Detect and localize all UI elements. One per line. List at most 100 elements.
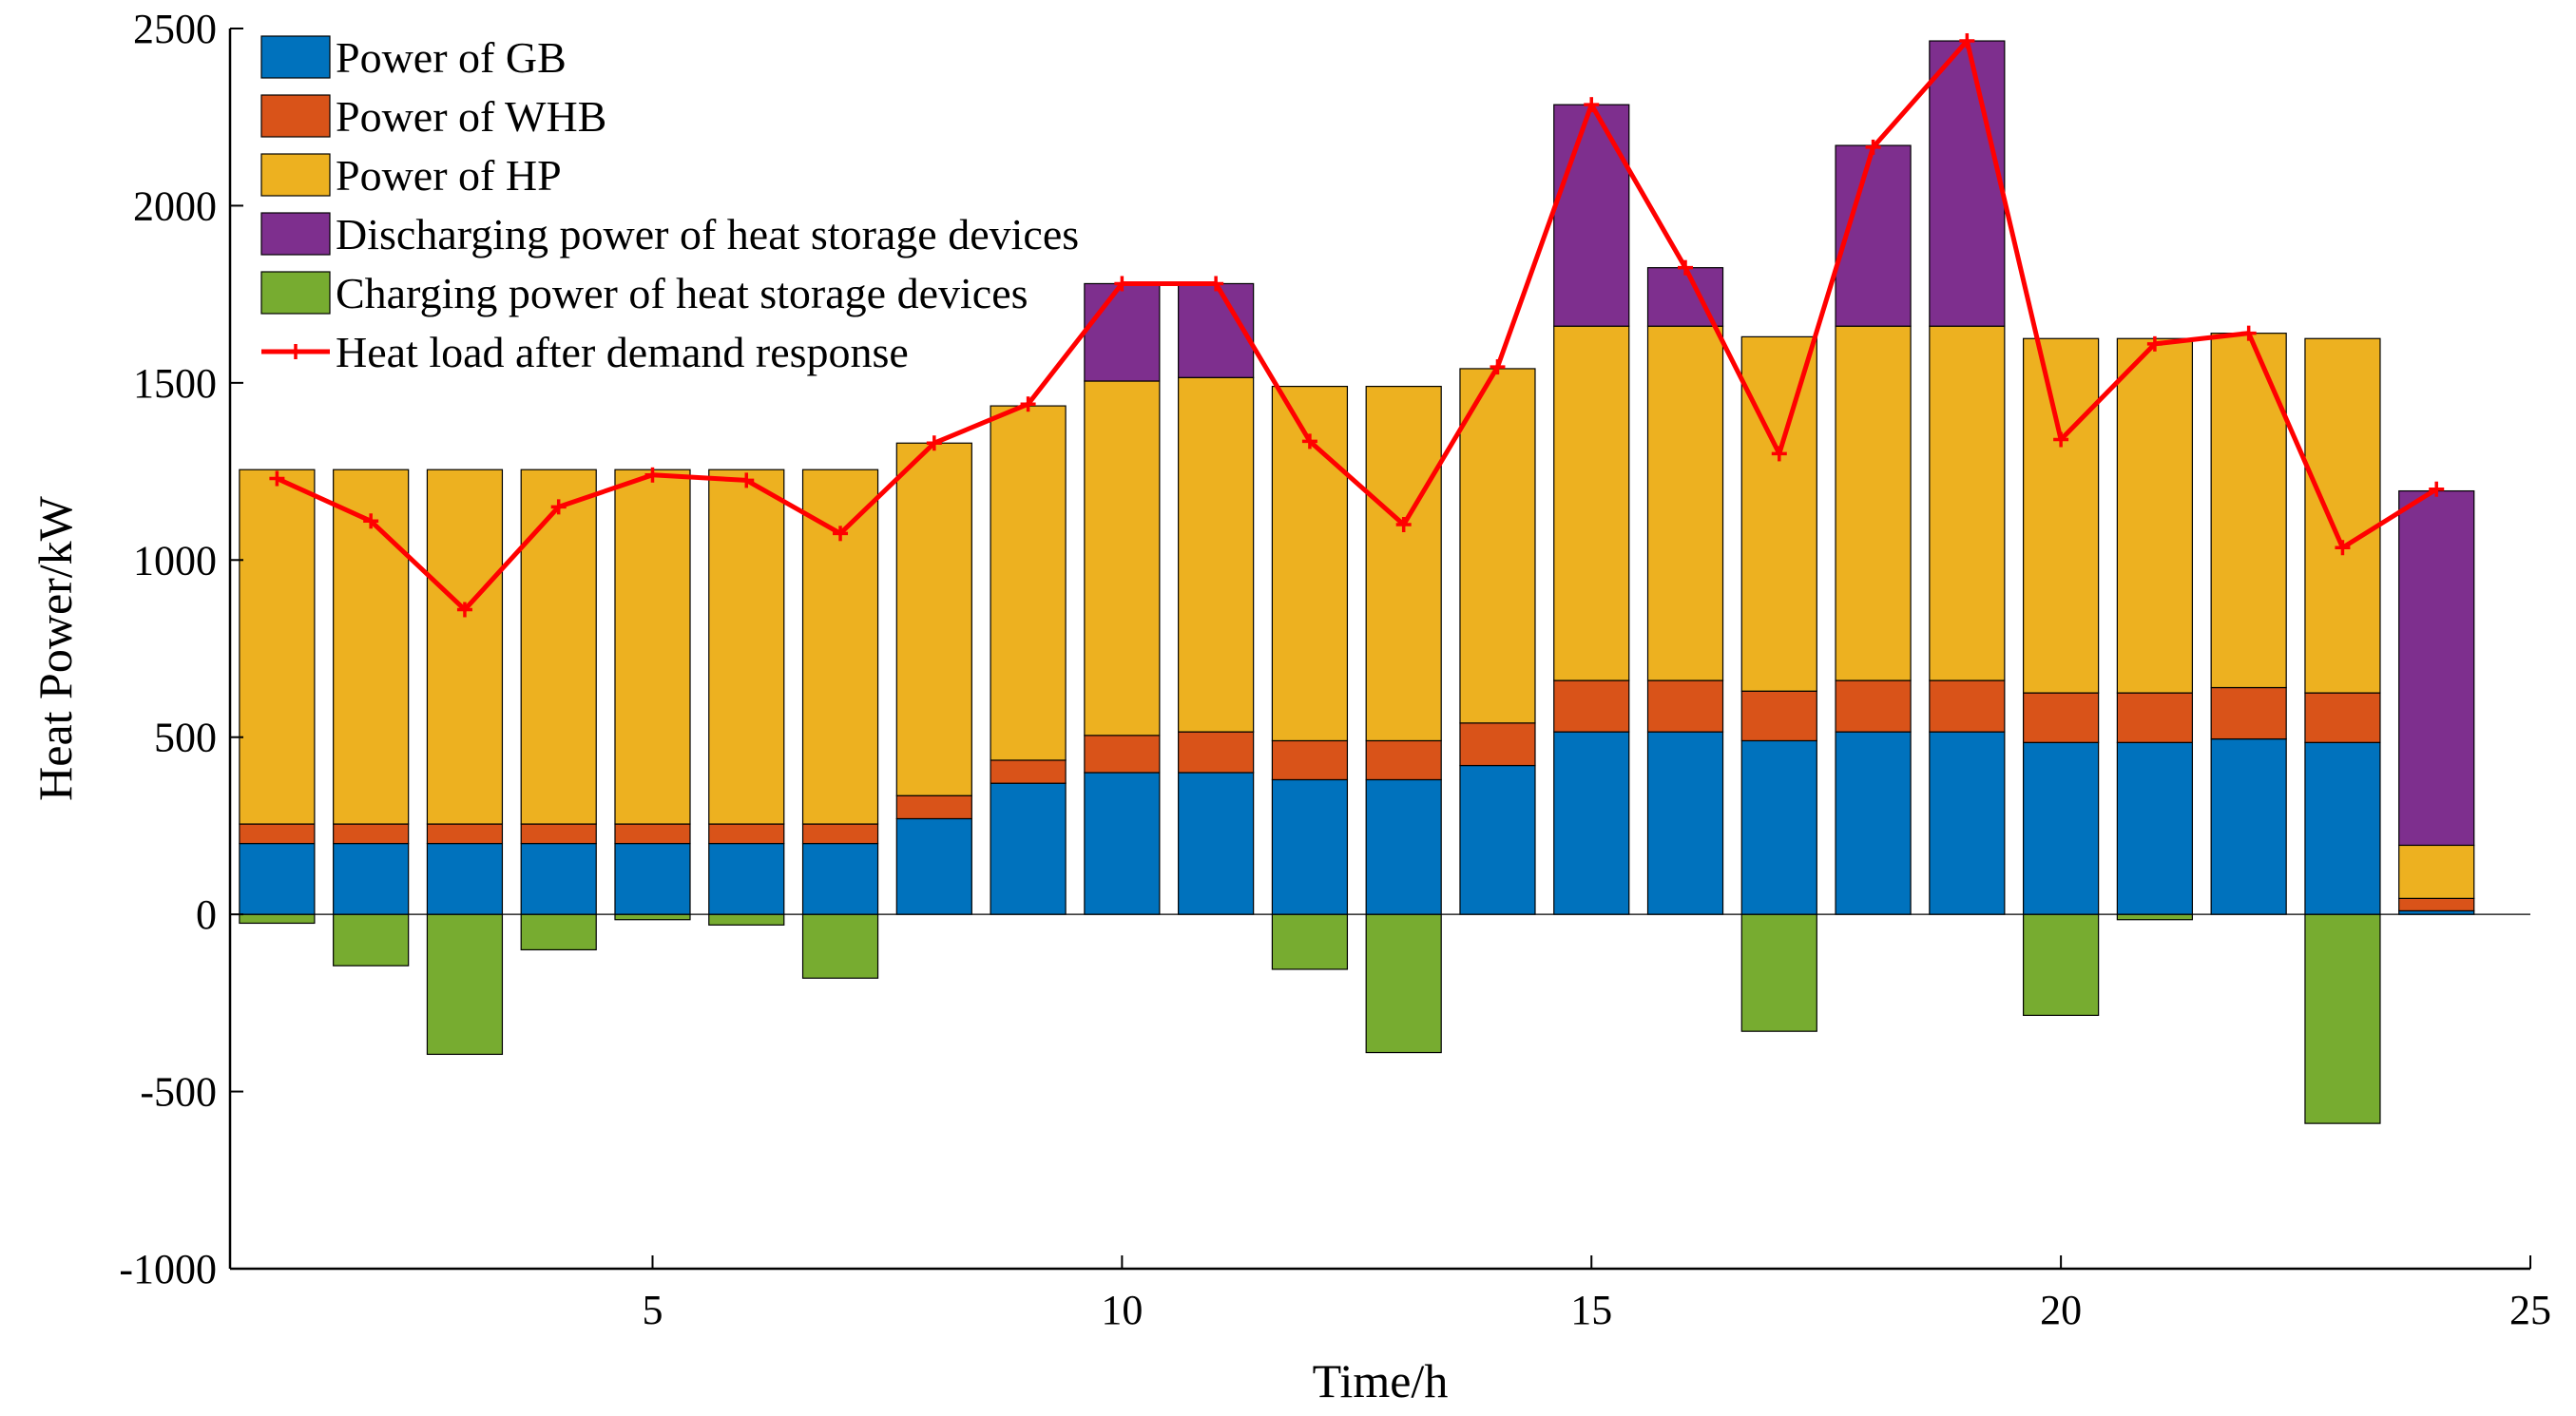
bar-s3-t22 (2210, 333, 2287, 689)
bar-s2-t21 (2116, 692, 2194, 743)
bar-s1-t12 (1271, 778, 1349, 915)
bar-s2-t22 (2210, 686, 2287, 740)
bar-s3-t10 (1084, 380, 1161, 737)
bar-s3-t5 (614, 469, 691, 825)
bar-s1-t5 (614, 842, 691, 915)
heat-load-point-t14 (1490, 359, 1506, 375)
bar-s2-t10 (1084, 735, 1161, 774)
bar-s2-t9 (990, 759, 1067, 784)
bar-s5-t21 (2116, 913, 2194, 921)
bar-s1-t16 (1646, 731, 1724, 915)
bar-s2-t3 (426, 823, 504, 845)
heat-load-point-t11 (1208, 276, 1224, 292)
bar-s2-t8 (895, 794, 972, 820)
bar-s2-t18 (1835, 679, 1912, 733)
bar-s3-t1 (239, 469, 316, 825)
legend-swatch (260, 35, 331, 79)
heat-load-point-t9 (1020, 396, 1036, 412)
bar-s3-t9 (990, 405, 1067, 761)
bar-s5-t20 (2023, 913, 2100, 1017)
bar-s2-t5 (614, 823, 691, 845)
bar-s4-t24 (2398, 489, 2475, 847)
legend-item-1: Power of GB (260, 33, 567, 82)
bar-s2-t15 (1553, 679, 1630, 733)
bar-s3-t14 (1459, 368, 1536, 724)
bar-s5-t2 (333, 913, 410, 966)
legend-label: Power of GB (336, 33, 567, 82)
heat-load-line (276, 38, 2438, 612)
legend-label: Power of HP (336, 151, 562, 200)
bar-s2-t13 (1365, 739, 1442, 781)
heat-load-point-t7 (833, 526, 849, 542)
heat-load-point-t12 (1301, 433, 1317, 450)
heat-load-point-t3 (456, 602, 472, 618)
bar-s3-t24 (2398, 844, 2475, 899)
bar-s3-t21 (2116, 337, 2194, 694)
bar-s4-t15 (1553, 104, 1630, 327)
y-tick-label: 0 (196, 891, 217, 938)
legend-label: Charging power of heat storage devices (336, 269, 1028, 317)
y-tick-label: 2500 (133, 6, 217, 52)
y-tick-label: 2000 (133, 182, 217, 229)
bar-s1-t21 (2116, 741, 2194, 915)
bar-s5-t5 (614, 913, 691, 921)
bar-s1-t17 (1740, 739, 1817, 915)
legend-item-2: Power of WHB (260, 92, 606, 141)
bar-s3-t13 (1365, 385, 1442, 742)
bar-s1-t7 (801, 842, 879, 915)
legend: Power of GB Power of WHB Power of HP Discha… (260, 33, 1079, 376)
bar-s5-t3 (426, 913, 504, 1056)
x-tick-label: 25 (2509, 1287, 2551, 1333)
heat-load-point-t21 (2146, 335, 2163, 352)
heat-load-point-t13 (1395, 517, 1412, 532)
bar-s2-t19 (1929, 679, 2006, 733)
bar-s5-t7 (801, 913, 879, 979)
bar-s1-t14 (1459, 764, 1536, 915)
bar-s2-t6 (708, 823, 785, 845)
bar-s1-t3 (426, 842, 504, 915)
heat-load-point-t16 (1678, 259, 1694, 276)
heat-load-point-t20 (2053, 431, 2069, 448)
bar-s2-t12 (1271, 739, 1349, 781)
bar-s3-t23 (2304, 337, 2381, 694)
bar-s1-t18 (1835, 731, 1912, 915)
line-group (269, 33, 2445, 618)
bar-s1-t8 (895, 817, 972, 915)
bar-s2-t11 (1178, 731, 1255, 774)
bar-s5-t4 (520, 913, 597, 951)
bar-s4-t11 (1178, 282, 1255, 378)
y-tick-label: 500 (154, 715, 217, 761)
bar-s3-t7 (801, 469, 879, 825)
bar-s4-t19 (1929, 40, 2006, 327)
bar-s2-t20 (2023, 692, 2100, 743)
heat-load-point-t8 (926, 435, 942, 451)
ticks-group: 5 10 15 20 25 -1000 -500 0 500 1000 1500 2000 2500 (119, 6, 2551, 1333)
bar-s1-t20 (2023, 741, 2100, 915)
legend-item-5: Charging power of heat storage devices (260, 269, 1028, 317)
heat-load-point-t18 (1865, 139, 1881, 155)
bar-s3-t8 (895, 442, 972, 796)
heat-load-point-t19 (1959, 33, 1975, 49)
bar-s1-t19 (1929, 731, 2006, 915)
bar-s3-t17 (1740, 335, 1817, 692)
x-tick-label: 20 (2040, 1287, 2082, 1333)
y-tick-label: 1500 (133, 360, 217, 407)
bar-s3-t6 (708, 469, 785, 825)
heat-load-point-t15 (1584, 97, 1600, 113)
bar-s2-t17 (1740, 690, 1817, 742)
bar-s5-t1 (239, 913, 316, 925)
x-tick-label: 5 (642, 1287, 663, 1333)
bar-s5-t23 (2304, 913, 2381, 1124)
bar-s1-t2 (333, 842, 410, 915)
bar-s1-t4 (520, 842, 597, 915)
heat-load-point-t6 (739, 472, 755, 488)
y-tick-label: -1000 (119, 1246, 217, 1292)
legend-item-3: Power of HP (260, 151, 562, 200)
bar-s3-t2 (333, 469, 410, 825)
y-axis-label: Heat Power/kW (29, 495, 82, 801)
bar-s1-t15 (1553, 731, 1630, 915)
heat-load-point-t22 (2240, 325, 2257, 341)
y-tick-label: -500 (140, 1069, 217, 1116)
legend-swatch (260, 153, 331, 197)
